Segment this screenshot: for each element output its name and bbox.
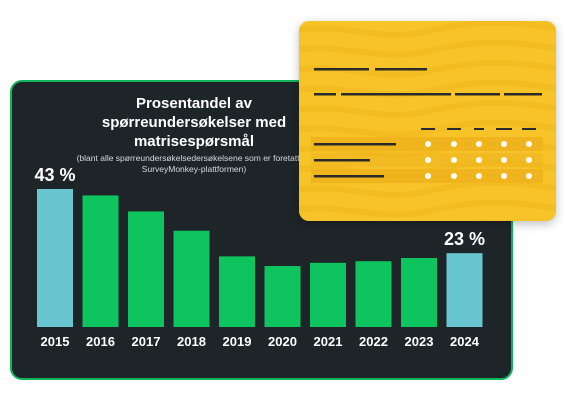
radio-dot bbox=[501, 173, 507, 179]
matrix-question-card bbox=[299, 21, 556, 221]
radio-dot bbox=[526, 173, 532, 179]
radio-dot bbox=[526, 141, 532, 147]
column-header-placeholder bbox=[522, 128, 536, 130]
tick-label-2023: 2023 bbox=[405, 334, 434, 349]
column-header-placeholder bbox=[496, 128, 512, 130]
bar-2017 bbox=[128, 211, 164, 327]
row-label-placeholder bbox=[314, 159, 370, 162]
bar-2016 bbox=[82, 195, 119, 327]
radio-dot bbox=[501, 141, 507, 147]
tick-label-2024: 2024 bbox=[450, 334, 480, 349]
text-line-placeholder bbox=[375, 68, 427, 71]
text-line-placeholder bbox=[504, 93, 542, 96]
bar-2015 bbox=[37, 189, 73, 327]
radio-dot bbox=[425, 141, 431, 147]
row-label-placeholder bbox=[314, 175, 384, 178]
radio-dot bbox=[476, 173, 482, 179]
wave-stripe bbox=[299, 79, 556, 98]
radio-dot bbox=[476, 157, 482, 163]
radio-dot bbox=[476, 141, 482, 147]
tick-label-2022: 2022 bbox=[359, 334, 388, 349]
radio-dot bbox=[451, 173, 457, 179]
bar-2021 bbox=[310, 262, 346, 327]
wave-stripe bbox=[299, 99, 556, 118]
column-header-placeholder bbox=[421, 128, 435, 130]
tick-label-2021: 2021 bbox=[314, 334, 343, 349]
wave-stripe bbox=[299, 179, 556, 198]
bar-2020 bbox=[264, 266, 301, 327]
data-label-2024: 23 % bbox=[444, 229, 485, 249]
text-line-placeholder bbox=[455, 93, 500, 96]
bar-2019 bbox=[219, 256, 255, 327]
tick-label-2019: 2019 bbox=[223, 334, 252, 349]
column-header-placeholder bbox=[447, 128, 461, 130]
tick-label-2020: 2020 bbox=[268, 334, 297, 349]
bar-2024 bbox=[446, 253, 483, 327]
wave-stripe bbox=[299, 199, 556, 218]
radio-dot bbox=[451, 157, 457, 163]
bar-2018 bbox=[173, 230, 210, 327]
bar-2023 bbox=[401, 258, 437, 327]
chart-title: Prosentandel av spørreundersøkelser med … bbox=[101, 95, 287, 150]
tick-label-2016: 2016 bbox=[86, 334, 115, 349]
radio-dot bbox=[526, 157, 532, 163]
wave-stripe bbox=[299, 119, 556, 138]
radio-dot bbox=[501, 157, 507, 163]
data-label-2015: 43 % bbox=[34, 165, 75, 185]
column-header-placeholder bbox=[474, 128, 484, 130]
wave-stripe bbox=[299, 21, 556, 38]
bar-2022 bbox=[355, 261, 392, 327]
radio-dot bbox=[451, 141, 457, 147]
row-label-placeholder bbox=[314, 143, 396, 146]
matrix-question-illustration bbox=[299, 21, 556, 221]
text-line-placeholder bbox=[314, 93, 336, 96]
chart-subtitle: (blant alle spørreundersøkelsedersøkelse… bbox=[76, 153, 312, 174]
text-line-placeholder bbox=[314, 68, 369, 71]
tick-label-2015: 2015 bbox=[41, 334, 70, 349]
text-line-placeholder bbox=[341, 93, 451, 96]
tick-label-2018: 2018 bbox=[177, 334, 206, 349]
tick-label-2017: 2017 bbox=[132, 334, 161, 349]
radio-dot bbox=[425, 173, 431, 179]
radio-dot bbox=[425, 157, 431, 163]
wave-stripe bbox=[299, 39, 556, 58]
